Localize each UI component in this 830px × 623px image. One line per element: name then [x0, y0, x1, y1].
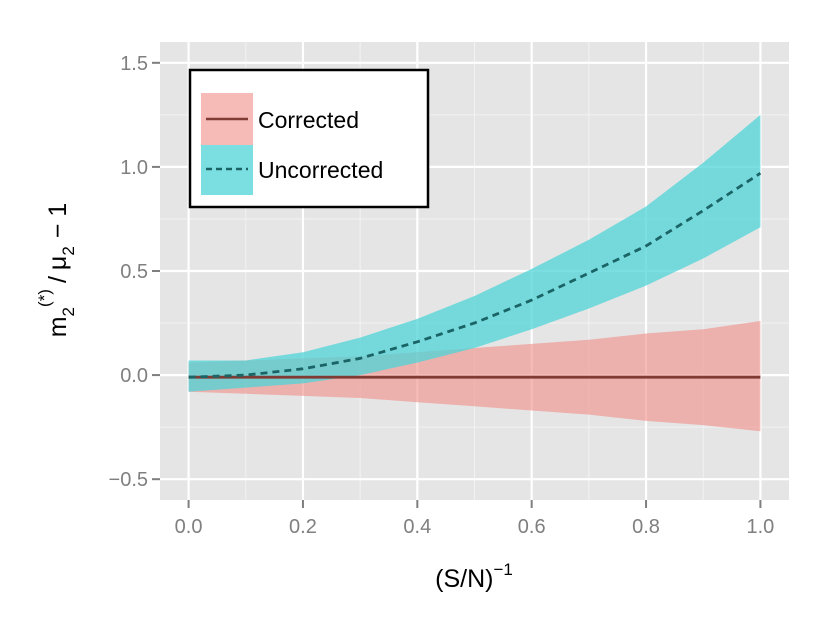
line-layer	[188, 172, 762, 379]
x-tick-label: 0.8	[632, 516, 660, 538]
legend-item-uncorrected: Uncorrected	[201, 145, 383, 195]
y-axis-title: m2(*)/μ2− 1	[35, 203, 78, 338]
y-tick-label: 0.5	[120, 261, 148, 283]
x-axis-title: (S/N)−1	[435, 560, 513, 593]
x-tick-label: 0.2	[289, 516, 317, 538]
x-tick-label: 0.4	[403, 516, 431, 538]
axis-layer: −0.5 0.0 0.5 1.0 1.5 0.0 0.2 0.4 0.6 0.8 1.0	[109, 53, 775, 538]
y-axis-title-mu-sub: 2	[59, 246, 78, 255]
x-tick-label: 1.0	[747, 516, 775, 538]
x-axis-title-sup: −1	[493, 560, 512, 579]
legend-label-uncorrected: Uncorrected	[258, 157, 383, 183]
line-uncorrected	[188, 172, 762, 379]
legend-item-corrected: Corrected	[201, 93, 359, 145]
y-axis-title-slash: /	[44, 276, 72, 283]
y-axis-title-m: m	[44, 316, 72, 337]
x-tick-label: 0.0	[175, 516, 203, 538]
band-uncorrected	[188, 114, 761, 392]
legend: Corrected Uncorrected	[188, 68, 430, 209]
y-tick-label: 0.0	[120, 365, 148, 387]
x-axis-title-base: (S/N)	[435, 565, 493, 593]
y-axis-title-mu: μ	[44, 256, 72, 270]
y-tick-label: 1.0	[120, 157, 148, 179]
y-axis-title-rest: − 1	[44, 203, 72, 238]
legend-label-corrected: Corrected	[258, 107, 359, 133]
x-tick-label: 0.6	[518, 516, 546, 538]
y-axis-title-m-sub: 2	[59, 307, 78, 316]
y-tick-label: 1.5	[120, 53, 148, 75]
y-tick-label: −0.5	[109, 469, 148, 491]
y-axis-title-m-sup: (*)	[35, 289, 54, 307]
